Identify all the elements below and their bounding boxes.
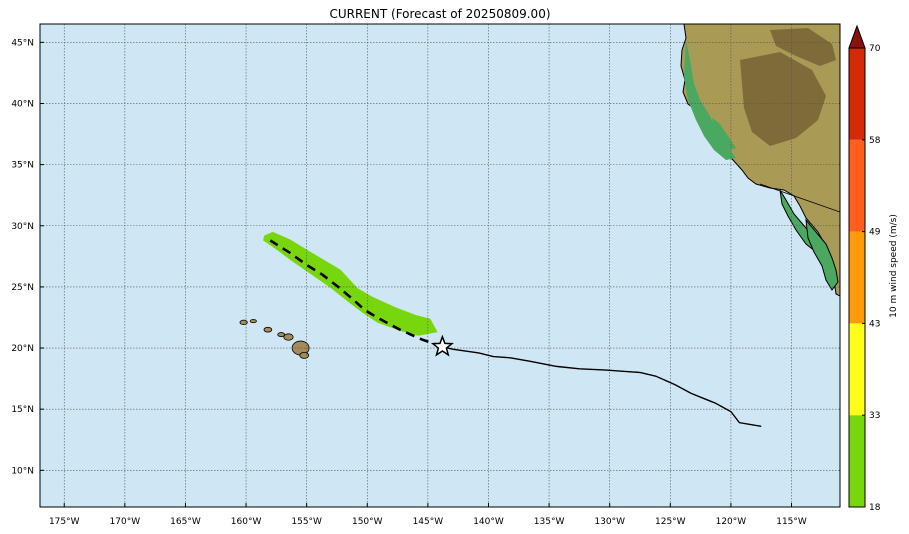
colorbar-extend-triangle: [848, 24, 866, 49]
lon-tick-label: 165°W: [170, 517, 201, 527]
lat-tick-label: 45°N: [11, 38, 34, 48]
colorbar-tick-label: 70: [869, 44, 881, 54]
hawaiian-islands: [239, 319, 310, 359]
colorbar: 18 33 43 49 58 70 10 m wind speed (m/s): [848, 24, 899, 513]
lon-tick-label: 145°W: [413, 517, 444, 527]
lon-tick-label: 135°W: [534, 517, 565, 527]
lon-tick-label: 125°W: [655, 517, 686, 527]
lat-tick-label: 25°N: [11, 283, 34, 293]
colorbar-band-4: [849, 48, 865, 140]
colorbar-tick-label: 58: [869, 136, 881, 146]
map-frame: [39, 23, 841, 508]
page-title: CURRENT (Forecast of 20250809.00): [329, 7, 551, 21]
lon-tick-label: 115°W: [776, 517, 807, 527]
coastal-lowland: [684, 40, 736, 160]
wind-swath: [263, 231, 438, 336]
lat-tick-label: 40°N: [11, 99, 34, 109]
colorbar-band-1: [849, 323, 865, 416]
colorbar-band-3: [849, 139, 865, 232]
island-0: [239, 319, 248, 325]
lat-tick-label: 15°N: [11, 405, 34, 415]
central-valley: [712, 118, 736, 150]
us-mexico-border: [759, 183, 840, 213]
longitude-axis: 175°W 170°W 165°W 160°W 155°W 150°W 145°W 140°W…: [49, 503, 807, 527]
colorbar-tick-label: 49: [869, 228, 881, 238]
lon-tick-label: 140°W: [473, 517, 504, 527]
north-america-land: [680, 24, 840, 297]
lon-tick-label: 130°W: [594, 517, 625, 527]
island-2: [263, 326, 273, 333]
lon-tick-label: 150°W: [352, 517, 383, 527]
lat-tick-label: 20°N: [11, 344, 34, 354]
colorbar-tick-label: 33: [869, 411, 880, 421]
island-1: [249, 319, 257, 324]
lat-tick-label: 10°N: [11, 466, 34, 476]
lon-tick-label: 155°W: [291, 517, 322, 527]
island-6: [299, 351, 310, 359]
lon-tick-label: 170°W: [110, 517, 141, 527]
latitude-axis: 10°N 15°N 20°N 25°N 30°N 35°N 40°N 45°N: [11, 38, 44, 476]
colorbar-tick-label: 43: [869, 319, 880, 329]
lon-tick-label: 160°W: [231, 517, 262, 527]
lat-tick-label: 30°N: [11, 222, 34, 232]
highlands: [740, 52, 826, 146]
colorbar-band-0: [849, 415, 865, 507]
colorbar-tick-label: 18: [869, 503, 881, 513]
forecast-track-line: [269, 239, 443, 349]
lat-tick-label: 35°N: [11, 161, 34, 171]
rocky-highlands: [770, 28, 836, 66]
current-position-star-icon: [430, 334, 454, 357]
island-3: [277, 332, 286, 337]
colorbar-frame: [848, 47, 866, 508]
mexico-mainland: [805, 218, 839, 291]
map-grid: [40, 24, 840, 507]
lon-tick-label: 175°W: [49, 517, 80, 527]
lon-tick-label: 120°W: [716, 517, 747, 527]
colorbar-label: 10 m wind speed (m/s): [889, 214, 899, 318]
past-track-line: [442, 346, 762, 427]
colorbar-band-2: [849, 231, 865, 324]
island-4: [283, 333, 294, 341]
